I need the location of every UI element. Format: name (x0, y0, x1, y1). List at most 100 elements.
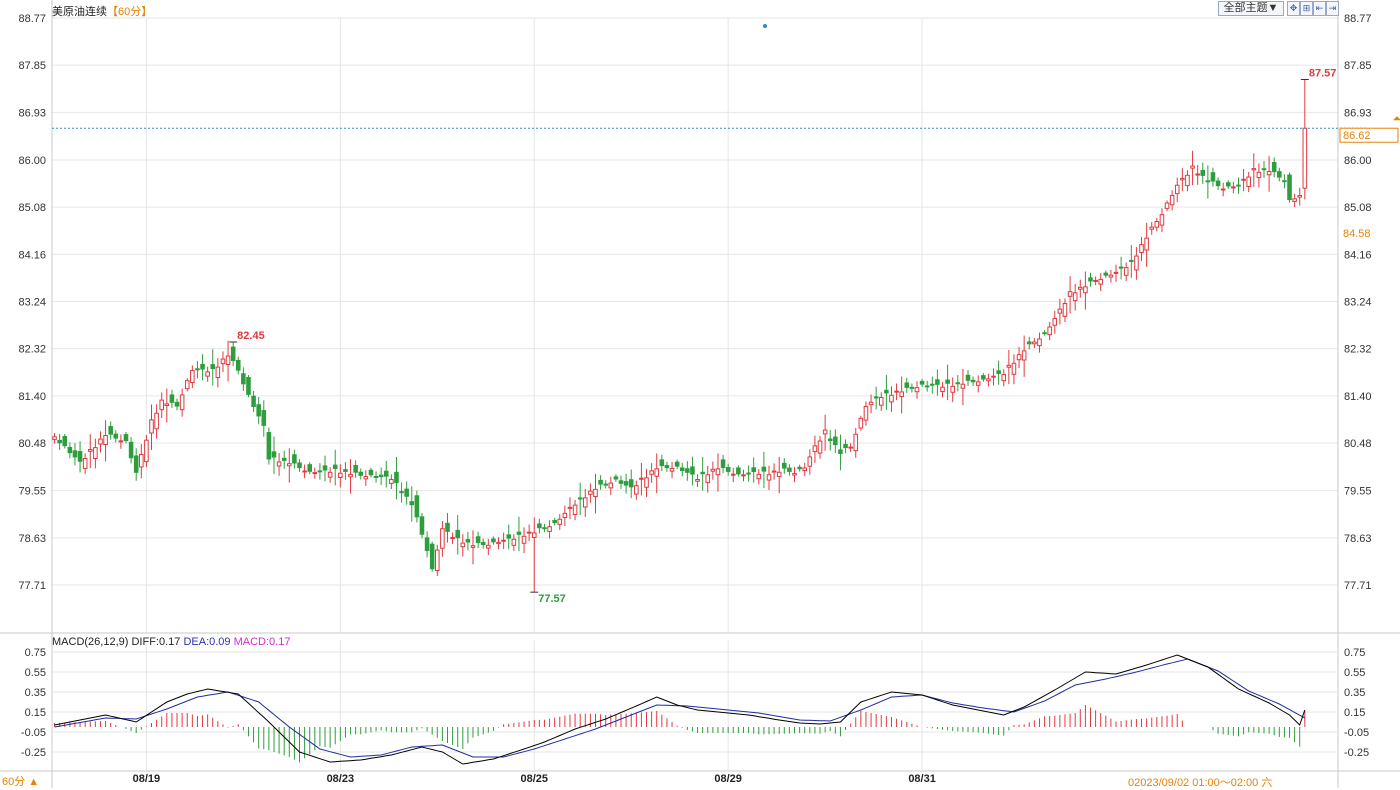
candle-body (1210, 172, 1216, 182)
candle-body (1026, 341, 1032, 345)
candle (771, 463, 777, 480)
candle (1149, 222, 1155, 235)
candle-body (57, 439, 62, 444)
candle (730, 467, 736, 483)
candle (1241, 169, 1246, 192)
candle-body (1037, 338, 1042, 347)
candle (1057, 298, 1063, 325)
candle-body (955, 382, 961, 385)
candle (843, 439, 848, 454)
candle (1215, 177, 1221, 190)
theme-dropdown-button[interactable]: 全部主题▼ (1218, 1, 1284, 16)
period-selector-button[interactable]: 60分 ▲ (2, 776, 40, 788)
macd-axis-label-right: 0.15 (1344, 707, 1365, 719)
candle-body (664, 465, 670, 469)
candle-body (82, 457, 88, 469)
candle-body (118, 440, 124, 443)
candle (1251, 153, 1257, 187)
candle (1154, 217, 1160, 232)
candle (501, 532, 506, 550)
candle (940, 382, 945, 398)
candle (271, 436, 277, 474)
candle (230, 342, 236, 367)
candle (685, 461, 690, 481)
candle (1006, 349, 1012, 385)
candle (838, 434, 843, 471)
price-axis-label-right: 86.00 (1344, 155, 1372, 167)
candle (603, 480, 608, 489)
candle (1052, 310, 1058, 334)
candle-body (899, 391, 904, 398)
macd-axis-label-left: 0.75 (25, 647, 46, 659)
first-page-icon[interactable]: ⇤ (1313, 1, 1326, 16)
candle (1047, 321, 1052, 341)
candle (904, 377, 910, 394)
candle (82, 453, 88, 475)
candle (1021, 335, 1027, 377)
candle (246, 374, 251, 398)
candle-body (547, 526, 552, 532)
candle (496, 537, 501, 550)
candle-body (1129, 259, 1134, 262)
candle-body (1011, 362, 1017, 375)
candle (899, 376, 904, 414)
instrument-name: 美原油连续 (52, 6, 107, 18)
candle-body (103, 435, 108, 445)
candle-body (480, 541, 486, 545)
candle-body (838, 449, 843, 454)
candle (470, 530, 476, 565)
candle (450, 532, 455, 545)
candle (1144, 222, 1149, 267)
price-grid (52, 17, 1338, 770)
candle-body (736, 467, 741, 475)
candle (1169, 190, 1175, 211)
event-dot-icon[interactable] (763, 24, 767, 28)
candle (690, 456, 695, 486)
candle (389, 474, 394, 490)
candle-body (858, 417, 864, 429)
candle (281, 450, 287, 469)
candle (996, 360, 1001, 385)
candle (414, 490, 420, 523)
candle (445, 513, 450, 543)
candle (1139, 236, 1144, 261)
candle (588, 483, 593, 503)
candle (741, 469, 746, 482)
candle (746, 465, 751, 482)
candle (567, 497, 573, 520)
macd-axis-label-right: -0.25 (1344, 747, 1369, 759)
candle (373, 471, 379, 483)
candle (700, 456, 705, 491)
time-axis-label: 08/25 (520, 773, 548, 785)
candle (435, 544, 440, 577)
low-label: 77.57 (538, 593, 566, 605)
candle (424, 531, 430, 558)
last-page-icon[interactable]: ⇥ (1326, 1, 1339, 16)
candle-body (292, 454, 297, 464)
candle (1108, 269, 1114, 283)
candle-body (975, 381, 981, 386)
candle-body (215, 366, 221, 379)
candle (552, 517, 557, 526)
candle-body (1001, 373, 1007, 382)
candle-body (139, 453, 144, 468)
candle-body (965, 374, 971, 381)
candle (705, 465, 711, 493)
candle-body (521, 535, 527, 544)
time-axis-label: 08/19 (133, 773, 161, 785)
candle (164, 388, 170, 423)
candle (812, 435, 818, 463)
candle-body (1195, 173, 1200, 176)
candle (1037, 332, 1042, 353)
candle-body (1123, 267, 1129, 276)
candle-body (930, 383, 935, 386)
candle-body (496, 541, 501, 545)
candle (1225, 180, 1231, 189)
zoom-fit-icon[interactable]: ✥ (1287, 1, 1300, 16)
candle-body (52, 436, 57, 440)
zoom-in-icon[interactable]: ⊞ (1300, 1, 1313, 16)
candle (159, 392, 165, 419)
candle-body (1220, 188, 1226, 191)
price-axis-label-right: 82.32 (1344, 344, 1372, 356)
